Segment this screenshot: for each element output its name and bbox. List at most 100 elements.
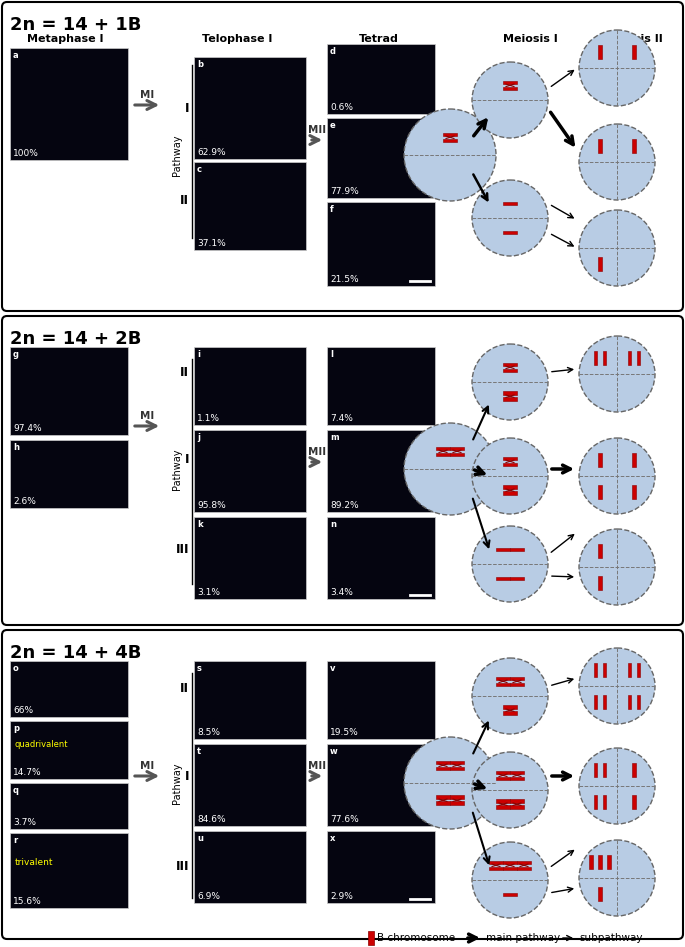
Bar — [603, 695, 606, 709]
Bar — [603, 795, 606, 809]
Text: 3.7%: 3.7% — [13, 818, 36, 827]
Bar — [637, 695, 640, 709]
Bar — [632, 485, 636, 499]
Text: 66%: 66% — [13, 706, 33, 715]
Bar — [503, 462, 517, 466]
Bar — [496, 771, 510, 774]
Text: II: II — [180, 366, 189, 379]
Bar — [194, 661, 306, 739]
Bar — [510, 777, 524, 780]
Bar — [496, 547, 510, 551]
Text: s: s — [197, 664, 202, 673]
Bar — [632, 453, 636, 467]
Bar — [327, 347, 435, 425]
Bar — [368, 931, 374, 945]
Text: Tetrad: Tetrad — [359, 34, 399, 44]
Bar — [603, 663, 606, 677]
Bar — [489, 867, 503, 870]
Text: o: o — [13, 664, 18, 673]
Bar — [598, 45, 601, 59]
Text: subpathway: subpathway — [579, 933, 643, 943]
Text: t: t — [197, 747, 201, 756]
Bar — [443, 133, 457, 136]
Text: 1.1%: 1.1% — [197, 414, 220, 423]
Bar — [496, 806, 510, 809]
Circle shape — [579, 336, 655, 412]
Text: MI: MI — [140, 90, 154, 100]
Bar — [603, 351, 606, 365]
Bar — [510, 676, 524, 680]
Bar — [450, 801, 464, 805]
Text: Pathway: Pathway — [172, 134, 182, 176]
Circle shape — [579, 648, 655, 724]
Text: 7.4%: 7.4% — [330, 414, 353, 423]
Text: Pathway: Pathway — [172, 448, 182, 490]
Text: i: i — [197, 350, 200, 359]
Bar — [598, 485, 601, 499]
Bar — [503, 86, 517, 90]
Bar — [327, 202, 435, 286]
Circle shape — [472, 438, 548, 514]
Text: 37.1%: 37.1% — [197, 239, 226, 248]
Text: k: k — [197, 520, 203, 529]
Bar — [598, 887, 601, 901]
Bar — [632, 795, 636, 809]
Text: b: b — [197, 60, 203, 69]
Text: Pathway: Pathway — [172, 762, 182, 804]
Circle shape — [579, 840, 655, 916]
Text: m: m — [330, 433, 338, 442]
Bar — [10, 783, 128, 829]
Bar — [194, 831, 306, 903]
Bar — [603, 763, 606, 777]
Text: 2.6%: 2.6% — [13, 497, 36, 506]
Circle shape — [579, 748, 655, 824]
Text: 95.8%: 95.8% — [197, 501, 226, 510]
Text: 0.6%: 0.6% — [330, 103, 353, 112]
Text: I: I — [184, 101, 189, 115]
Text: 77.9%: 77.9% — [330, 187, 359, 196]
Bar — [510, 577, 524, 581]
Bar — [503, 368, 517, 372]
Bar — [594, 663, 597, 677]
Bar — [496, 577, 510, 581]
Text: c: c — [197, 165, 202, 174]
Bar — [517, 867, 531, 870]
Text: Metaphase I: Metaphase I — [27, 34, 103, 44]
Text: Telophase I: Telophase I — [202, 34, 272, 44]
Bar — [503, 706, 517, 709]
Circle shape — [579, 30, 655, 106]
Bar — [10, 833, 128, 908]
Text: 2n = 14 + 2B: 2n = 14 + 2B — [10, 330, 141, 348]
Circle shape — [472, 344, 548, 420]
Text: 15.6%: 15.6% — [13, 897, 42, 906]
Bar — [598, 257, 601, 271]
Circle shape — [472, 180, 548, 256]
Bar — [436, 766, 450, 770]
Text: MII: MII — [308, 125, 326, 135]
Text: 2n = 14 + 4B: 2n = 14 + 4B — [10, 644, 141, 662]
Text: 8.5%: 8.5% — [197, 728, 220, 737]
Text: main pathway: main pathway — [486, 933, 560, 943]
Text: MII: MII — [308, 447, 326, 457]
Text: 89.2%: 89.2% — [330, 501, 359, 510]
Bar — [450, 453, 464, 456]
Bar — [503, 363, 517, 366]
Text: f: f — [330, 205, 334, 214]
Bar — [436, 795, 450, 799]
Text: g: g — [13, 350, 19, 359]
Bar — [503, 491, 517, 495]
Text: 2.9%: 2.9% — [330, 892, 353, 901]
Text: MI: MI — [140, 761, 154, 771]
Text: Meiosis II: Meiosis II — [603, 34, 662, 44]
Text: u: u — [197, 834, 203, 843]
Text: 19.5%: 19.5% — [330, 728, 359, 737]
Text: 97.4%: 97.4% — [13, 424, 42, 433]
Text: d: d — [330, 47, 336, 56]
Circle shape — [404, 423, 496, 515]
Bar — [632, 763, 636, 777]
Bar — [496, 676, 510, 680]
Bar — [496, 683, 510, 686]
Bar — [327, 430, 435, 512]
Bar — [443, 138, 457, 142]
Bar — [327, 517, 435, 599]
